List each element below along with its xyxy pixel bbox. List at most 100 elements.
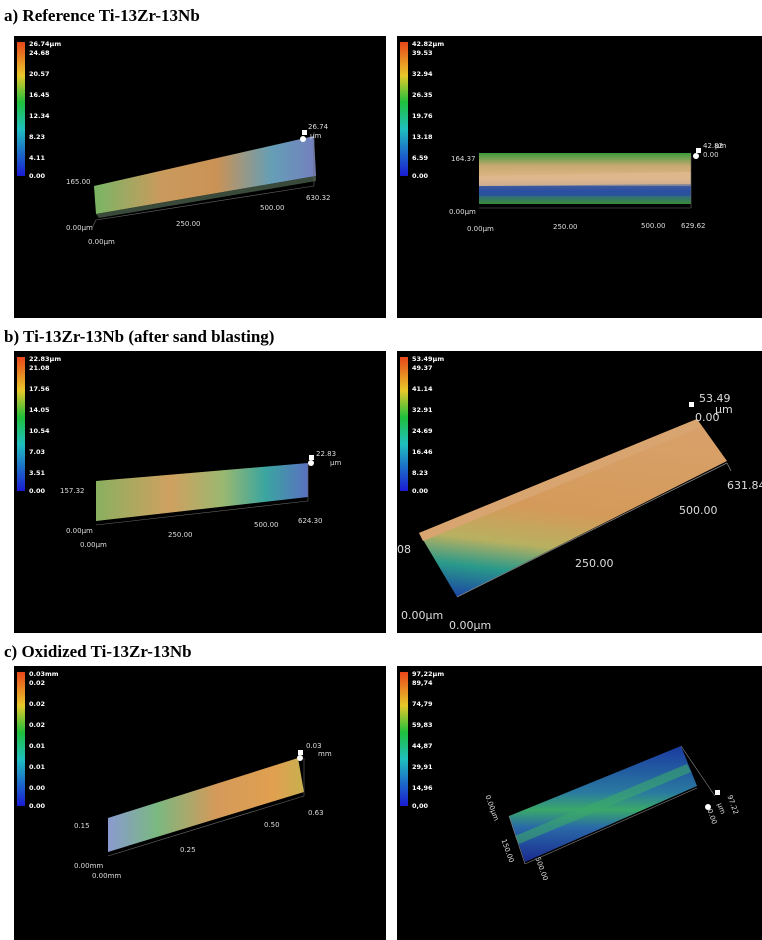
x-end-label: 629.62: [681, 222, 706, 230]
z-unit-label: mm: [318, 750, 332, 758]
panel-b-right: 53.49µm 49.37 41.14 32.91 24.69 16.46 8.…: [397, 351, 762, 633]
z-top-label: 26.74: [308, 123, 329, 131]
z-marker-dot: [297, 755, 303, 761]
scale-tick: 8.23: [412, 469, 429, 477]
scale-tick: 0.02: [29, 721, 46, 729]
scale-tick: 26.35: [412, 91, 433, 99]
x-tick-500: 0.50: [264, 821, 280, 829]
scale-tick: 14,96: [412, 784, 433, 792]
scale-max-label: 22.83µm: [29, 355, 62, 363]
origin-x-label: 0.00µm: [449, 619, 492, 632]
x-tick-500: 500.00: [254, 521, 279, 529]
scale-tick: 20.57: [29, 70, 50, 78]
scale-tick: 0.00: [29, 487, 46, 495]
x-end-label: 624.30: [298, 517, 323, 525]
y-extent-label: 165.00: [66, 178, 91, 186]
scale-tick: 0.01: [29, 742, 46, 750]
scale-tick: 0.02: [29, 679, 46, 687]
x-tick-500: 500.00: [641, 222, 666, 230]
origin-z-label: 0.00µm: [449, 208, 476, 216]
surface-a-right: [479, 153, 692, 209]
z-top-label: 42.82: [703, 142, 724, 150]
x-end-label: 0.63: [308, 809, 324, 817]
z-top-label: 53.49: [699, 392, 731, 405]
z-unit-label: µm: [310, 132, 322, 140]
panel-a-left: 26.74µm 24.68 20.57 16.45 12.34 8.23 4.1…: [14, 36, 386, 318]
scale-tick: 8.23: [29, 133, 46, 141]
scale-tick: 3.51: [29, 469, 46, 477]
scale-tick: 10.54: [29, 427, 50, 435]
scale-tick: 17.56: [29, 385, 50, 393]
z-marker-square: [302, 130, 307, 135]
scale-tick: 0,00: [412, 802, 429, 810]
scale-tick: 14.05: [29, 406, 50, 414]
section-title-a: a) Reference Ti-13Zr-13Nb: [4, 6, 200, 25]
scale-tick: 74,79: [412, 700, 433, 708]
x-tick-250: 250.00: [176, 220, 201, 228]
scale-tick: 4.11: [29, 154, 46, 162]
origin-x-label: 0.00mm: [92, 872, 122, 880]
z-unit-label: µm: [330, 459, 342, 467]
scale-tick: 6.59: [412, 154, 429, 162]
scale-tick: 0.00: [412, 487, 429, 495]
z-top-label: 0.03: [306, 742, 322, 750]
scale-max-label: 0.03mm: [29, 670, 59, 678]
origin-x-label: 0.00µm: [88, 238, 115, 246]
scale-max-label: 42.82µm: [412, 40, 445, 48]
x-tick-250: 250.00: [168, 531, 193, 539]
scale-tick: 19.76: [412, 112, 433, 120]
scale-tick: 0.00: [29, 802, 46, 810]
panel-a-right: 42.82µm 39.53 32.94 26.35 19.76 13.18 6.…: [397, 36, 762, 318]
panel-c-left: 0.03mm 0.02 0.02 0.02 0.01 0.01 0.00 0.0…: [14, 666, 386, 940]
x-end-label: 631.84: [727, 479, 762, 492]
origin-x-label: 0.00µm: [80, 541, 107, 549]
section-title-b: b) Ti-13Zr-13Nb (after sand blasting): [4, 327, 275, 346]
scale-tick: 12.34: [29, 112, 50, 120]
scale-tick: 0.00: [29, 784, 46, 792]
color-scale-bar: [17, 672, 25, 806]
scale-tick: 44,87: [412, 742, 433, 750]
color-scale-bar: [400, 357, 408, 491]
x-tick-250: 0.25: [180, 846, 196, 854]
color-scale-bar: [17, 42, 25, 176]
origin-z-label: 0.00µm: [401, 609, 444, 622]
z-marker-square: [696, 148, 701, 153]
scale-tick: 13.18: [412, 133, 433, 141]
surface-c-left: [107, 758, 305, 857]
x-tick-250: 250.00: [575, 557, 614, 570]
z-marker-square: [689, 402, 694, 407]
z-unit-label: µm: [715, 403, 733, 416]
scale-tick: 29,91: [412, 763, 433, 771]
color-scale-bar: [400, 42, 408, 176]
scale-tick: 0.00: [29, 172, 46, 180]
z-unit-label: µm: [715, 142, 727, 150]
z-marker-dot: [705, 804, 711, 810]
z-marker-dot: [300, 136, 306, 142]
x-tick-500: 500.00: [260, 204, 285, 212]
scale-tick: 32.91: [412, 406, 433, 414]
origin-x-label: 0.00µm: [467, 225, 494, 233]
scale-tick: 0.02: [29, 700, 46, 708]
scale-tick: 32.94: [412, 70, 433, 78]
panel-c-right: 97,22µm 89,74 74,79 59,83 44,87 29,91 14…: [397, 666, 762, 940]
panel-b-left: 22.83µm 21.08 17.56 14.05 10.54 7.03 3.5…: [14, 351, 386, 633]
scale-tick: 24.69: [412, 427, 433, 435]
z-top-label: 22.83: [316, 450, 337, 458]
origin-z-label: 0.00µm: [66, 224, 93, 232]
surface-b-left: [95, 463, 309, 526]
x-tick-250: 250.00: [553, 223, 578, 231]
surface-c-right: [508, 745, 716, 865]
scale-max-label: 97,22µm: [412, 670, 445, 678]
surface-b-right: [419, 419, 732, 598]
x-tick-500: 500.00: [679, 504, 718, 517]
z-marker-dot: [308, 460, 314, 466]
z-zero-label: 0.00: [695, 411, 720, 424]
scale-tick: 7.03: [29, 448, 46, 456]
color-scale-bar: [17, 357, 25, 491]
y-extent-label: 157.32: [60, 487, 85, 495]
color-scale-bar: [400, 672, 408, 806]
z-zero-label: 0.00: [703, 151, 719, 159]
scale-tick: 39.53: [412, 49, 433, 57]
scale-tick: 0.01: [29, 763, 46, 771]
z-marker-dot: [693, 153, 699, 159]
